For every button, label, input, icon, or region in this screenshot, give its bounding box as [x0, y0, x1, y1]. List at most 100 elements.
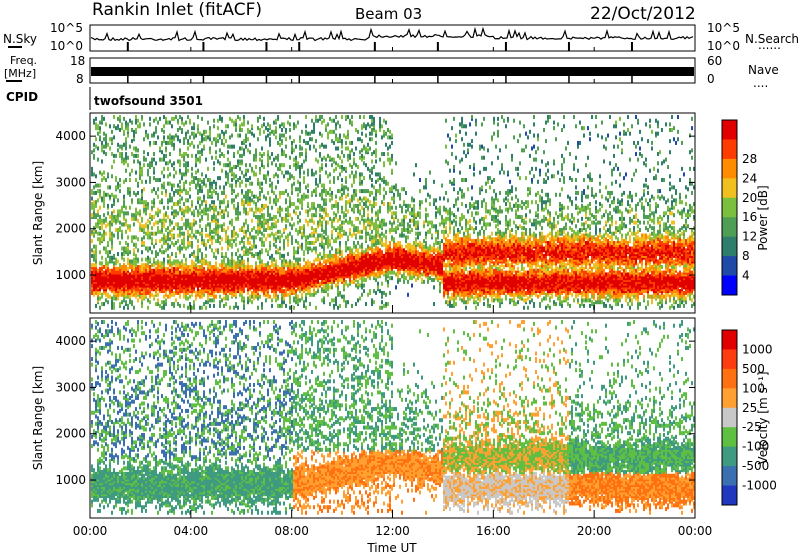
power-cell	[323, 216, 325, 221]
power-cell	[275, 231, 277, 236]
power-cell	[99, 126, 101, 131]
power-cell	[253, 226, 255, 231]
power-cell	[365, 196, 367, 201]
power-cell	[329, 239, 331, 244]
power-cell	[287, 209, 289, 214]
power-cell	[323, 265, 325, 270]
power-cell	[363, 224, 365, 229]
power-cell	[181, 120, 183, 125]
power-cell	[93, 231, 95, 236]
power-cell	[131, 120, 133, 125]
power-cell	[195, 176, 197, 181]
power-cell	[319, 166, 321, 171]
power-cell	[147, 218, 149, 223]
power-cell	[377, 233, 379, 238]
power-cell	[319, 261, 321, 266]
power-cell	[175, 263, 177, 268]
power-cell	[247, 120, 249, 125]
power-cell	[105, 144, 107, 149]
power-cell	[139, 209, 141, 214]
power-cell	[127, 294, 129, 299]
power-cell	[333, 179, 335, 184]
power-cell	[301, 266, 303, 271]
power-cell	[115, 126, 117, 131]
power-cell	[293, 296, 295, 301]
power-cell	[303, 250, 305, 255]
power-cell	[233, 233, 235, 238]
power-cell	[115, 266, 117, 271]
power-cell	[271, 231, 273, 236]
power-cell	[285, 270, 287, 275]
power-cell	[153, 152, 155, 157]
power-cell	[237, 163, 239, 168]
power-cell	[255, 165, 257, 170]
power-cell	[335, 253, 337, 258]
power-cell	[171, 211, 173, 216]
power-cell	[177, 239, 179, 244]
power-cell	[241, 290, 243, 295]
power-cell	[203, 181, 205, 186]
power-cell	[95, 200, 97, 205]
power-cell	[243, 222, 245, 227]
power-cell	[357, 248, 359, 253]
power-cell	[323, 300, 325, 305]
power-cell	[141, 224, 143, 229]
power-cell	[289, 222, 291, 227]
power-cell	[273, 174, 275, 179]
power-cell	[289, 127, 291, 132]
power-cell	[137, 153, 139, 158]
power-cell	[325, 237, 327, 242]
power-cell	[341, 250, 343, 255]
power-cell	[157, 252, 159, 257]
power-cell	[315, 265, 317, 270]
power-cell	[193, 218, 195, 223]
power-cell	[245, 265, 247, 270]
power-cell	[159, 261, 161, 266]
power-cell	[269, 226, 271, 231]
power-cell	[125, 300, 127, 305]
power-cell	[331, 157, 333, 162]
power-cell	[275, 298, 277, 303]
power-cell	[163, 213, 165, 218]
power-cell	[143, 122, 145, 127]
power-cell	[363, 144, 365, 149]
power-cell	[179, 244, 181, 249]
power-cell	[217, 176, 219, 181]
power-cell	[285, 259, 287, 264]
power-cell	[375, 272, 377, 277]
power-cell	[353, 207, 355, 212]
power-cell	[183, 231, 185, 236]
power-cell	[357, 226, 359, 231]
power-cell	[293, 148, 295, 153]
power-cell	[255, 229, 257, 234]
power-cell	[111, 244, 113, 249]
power-cell	[105, 224, 107, 229]
power-cell	[129, 205, 131, 210]
power-cell	[109, 268, 111, 273]
power-cell	[201, 185, 203, 190]
power-cell	[373, 248, 375, 253]
power-cell	[347, 153, 349, 158]
power-cell	[301, 231, 303, 236]
power-cell	[177, 302, 179, 307]
power-cell	[269, 137, 271, 142]
power-cell	[97, 146, 99, 151]
power-cell	[177, 263, 179, 268]
power-cell	[271, 226, 273, 231]
power-cell	[339, 290, 341, 295]
power-cell	[273, 242, 275, 247]
power-cell	[163, 233, 165, 238]
power-cell	[275, 215, 277, 220]
power-cell	[261, 213, 263, 218]
power-cell	[219, 133, 221, 138]
power-cell	[127, 126, 129, 131]
power-cell	[181, 289, 183, 294]
power-cell	[303, 303, 305, 308]
power-cell	[209, 133, 211, 138]
power-cell	[199, 231, 201, 236]
power-cell	[151, 163, 153, 168]
power-cell	[299, 226, 301, 231]
power-cell	[241, 189, 243, 194]
power-cell	[213, 287, 215, 292]
power-cell	[117, 148, 119, 153]
